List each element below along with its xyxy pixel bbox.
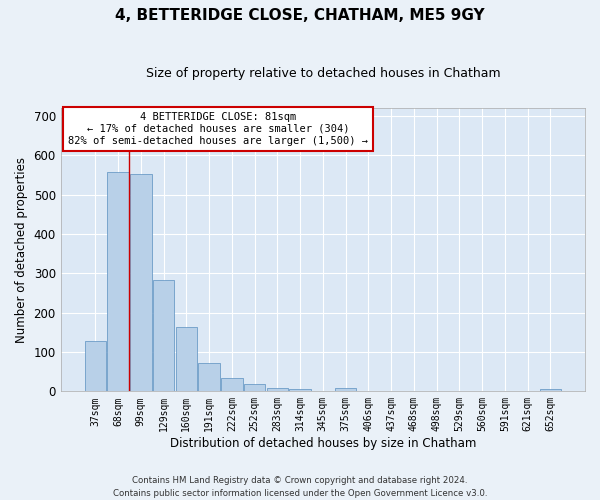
Text: 4, BETTERIDGE CLOSE, CHATHAM, ME5 9GY: 4, BETTERIDGE CLOSE, CHATHAM, ME5 9GY xyxy=(115,8,485,22)
Bar xyxy=(107,172,129,392)
Bar xyxy=(244,384,265,392)
Bar xyxy=(176,327,197,392)
Bar xyxy=(130,174,152,392)
X-axis label: Distribution of detached houses by size in Chatham: Distribution of detached houses by size … xyxy=(170,437,476,450)
Bar xyxy=(539,390,561,392)
Bar xyxy=(335,388,356,392)
Bar xyxy=(289,390,311,392)
Title: Size of property relative to detached houses in Chatham: Size of property relative to detached ho… xyxy=(146,68,500,80)
Bar xyxy=(198,363,220,392)
Text: 4 BETTERIDGE CLOSE: 81sqm
← 17% of detached houses are smaller (304)
82% of semi: 4 BETTERIDGE CLOSE: 81sqm ← 17% of detac… xyxy=(68,112,368,146)
Bar xyxy=(221,378,242,392)
Bar xyxy=(266,388,288,392)
Bar xyxy=(85,341,106,392)
Text: Contains HM Land Registry data © Crown copyright and database right 2024.
Contai: Contains HM Land Registry data © Crown c… xyxy=(113,476,487,498)
Bar xyxy=(153,280,175,392)
Y-axis label: Number of detached properties: Number of detached properties xyxy=(15,156,28,342)
